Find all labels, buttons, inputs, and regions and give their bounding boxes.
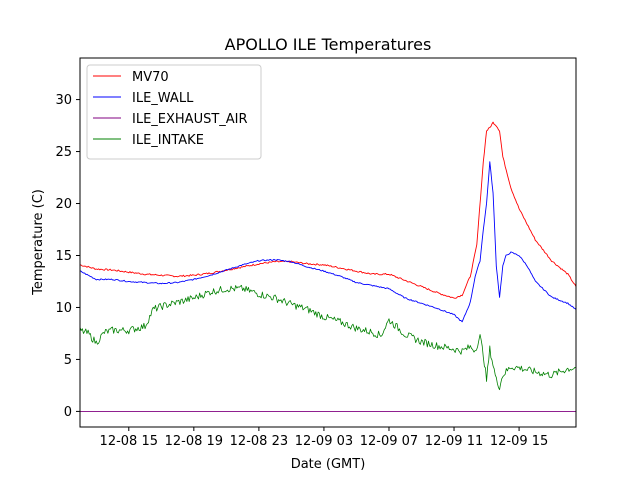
x-tick-label: 12-08 23	[230, 434, 288, 449]
x-axis-label: Date (GMT)	[291, 457, 366, 472]
legend-label-ile-intake: ILE_INTAKE	[132, 133, 204, 148]
series-line-ile-wall	[79, 161, 577, 323]
y-tick-label: 25	[55, 145, 72, 160]
y-axis-ticks: 0 5 10 15 20 25 30	[55, 93, 80, 420]
x-axis-ticks: 12-08 15 12-08 19 12-08 23 12-09 03 12-09 07…	[100, 427, 548, 449]
y-tick-label: 20	[55, 197, 72, 212]
y-tick-label: 15	[55, 249, 72, 264]
series-line-mv70	[79, 121, 577, 299]
x-tick-label: 12-08 15	[100, 434, 158, 449]
legend-label-ile-wall: ILE_WALL	[132, 91, 194, 106]
legend-box	[86, 64, 262, 160]
chart-title: APOLLO ILE Temperatures	[225, 35, 432, 54]
legend-label-mv70: MV70	[132, 70, 169, 85]
plot-frame	[79, 57, 577, 428]
y-tick-label: 10	[55, 301, 72, 316]
x-tick-label: 12-09 15	[490, 434, 548, 449]
y-tick-label: 30	[55, 93, 72, 108]
x-tick-label: 12-09 07	[360, 434, 418, 449]
legend-label-ile-exhaust-air: ILE_EXHAUST_AIR	[132, 112, 248, 127]
legend: MV70 ILE_WALL ILE_EXHAUST_AIR ILE_INTAKE	[86, 64, 262, 160]
y-tick-label: 5	[64, 353, 72, 368]
y-axis-label: Temperature (C)	[31, 189, 46, 296]
x-tick-label: 12-09 03	[295, 434, 353, 449]
series-layer	[79, 121, 577, 412]
x-tick-label: 12-08 19	[165, 434, 223, 449]
x-tick-label: 12-09 11	[425, 434, 483, 449]
y-tick-label: 0	[64, 405, 72, 420]
series-line-ile-intake	[79, 284, 577, 391]
